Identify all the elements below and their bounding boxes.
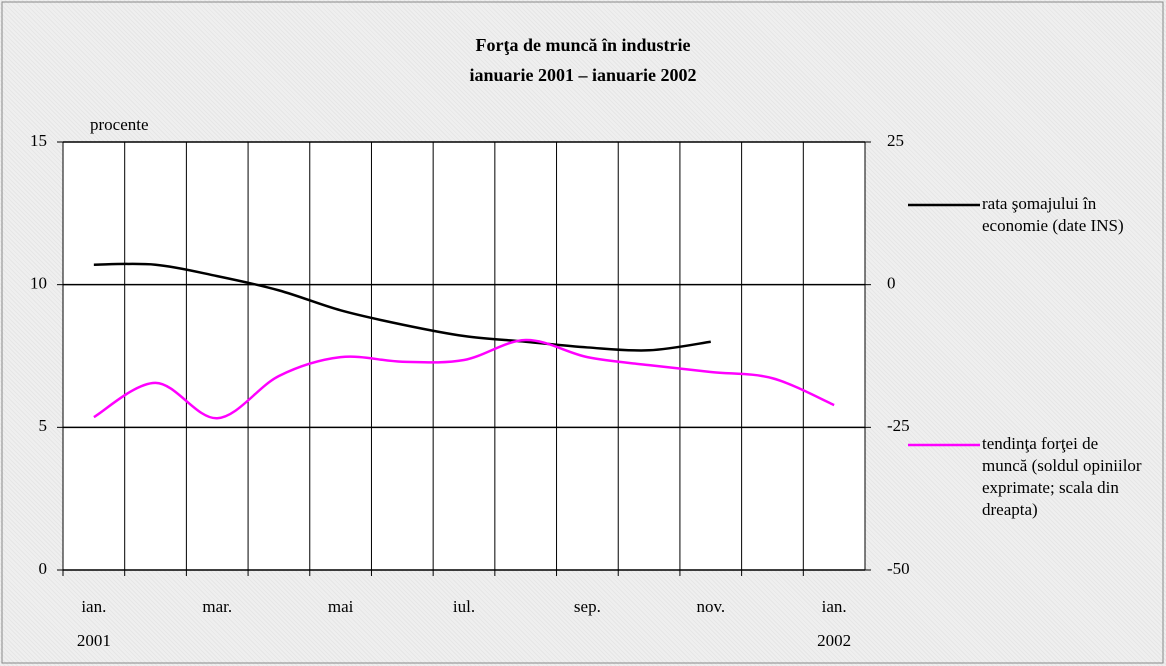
x-tick-label: mar. bbox=[202, 597, 233, 616]
x-tick-label: iul. bbox=[452, 597, 476, 616]
x-tick-label: nov. bbox=[696, 597, 726, 616]
plot-area bbox=[62, 141, 866, 571]
y-tick-label: 0 bbox=[39, 559, 48, 578]
x-tick-label: mai bbox=[327, 597, 354, 616]
y2-tick-label: 25 bbox=[887, 131, 904, 150]
y2-tick-label: 0 bbox=[887, 274, 896, 293]
x-tick-label: sep. bbox=[573, 597, 601, 616]
series-line bbox=[93, 262, 711, 352]
chart-subtitle: ianuarie 2001 – ianuarie 2002 bbox=[469, 65, 696, 85]
x-tick-label: ian. 2002 bbox=[817, 597, 852, 650]
legend-label: tendinţa forţei de muncă (soldul opiniil… bbox=[982, 434, 1142, 519]
y-axis-label: procente bbox=[90, 115, 149, 134]
chart-title: Forţa de muncă în industrie bbox=[475, 35, 690, 55]
y-tick-label: 15 bbox=[30, 131, 47, 150]
x-tick-label: ian. 2001 bbox=[76, 597, 111, 650]
legend-label: rata şomajului în economie (date INS) bbox=[982, 194, 1124, 235]
y2-tick-label: -25 bbox=[887, 416, 910, 435]
series-line bbox=[93, 338, 835, 420]
y-tick-label: 5 bbox=[39, 416, 48, 435]
y2-tick-label: -50 bbox=[887, 559, 910, 578]
y-tick-label: 10 bbox=[30, 274, 47, 293]
